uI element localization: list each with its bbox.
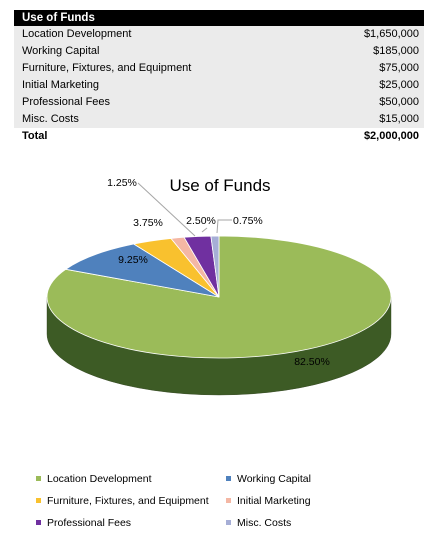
row-amount: $25,000: [379, 79, 419, 91]
leader-line-initial-marketing: [137, 182, 196, 237]
row-amount: $1,650,000: [363, 28, 419, 40]
table-row: Initial Marketing $25,000: [14, 77, 424, 94]
row-amount: $75,000: [379, 62, 419, 74]
table-row: Location Development $1,650,000: [14, 26, 424, 43]
row-label: Working Capital: [22, 45, 100, 57]
row-label: Furniture, Fixtures, and Equipment: [22, 62, 192, 74]
legend-label: Initial Marketing: [237, 495, 311, 507]
data-label-working-capital: 9.25%: [118, 254, 148, 266]
row-amount: $50,000: [379, 96, 419, 108]
data-labels: 82.50% 9.25% 3.75% 1.25% 2.50% 0.75%: [107, 177, 330, 368]
table-row: Professional Fees $50,000: [14, 94, 424, 111]
legend-item: Furniture, Fixtures, and Equipment: [36, 494, 209, 508]
legend-item: Professional Fees: [36, 516, 131, 530]
table-total-row: Total $2,000,000: [14, 128, 424, 145]
legend-label: Working Capital: [237, 473, 311, 485]
data-label-furniture-fixtures-and-equipment: 3.75%: [133, 217, 163, 229]
legend-swatch: [36, 497, 41, 503]
leader-line-professional-fees: [201, 227, 208, 233]
legend-item: Working Capital: [226, 472, 311, 486]
legend-label: Furniture, Fixtures, and Equipment: [47, 495, 209, 507]
legend-item: Location Development: [36, 472, 151, 486]
table-body: Location Development $1,650,000 Working …: [14, 26, 424, 128]
legend-swatch: [226, 475, 231, 481]
legend-item: Misc. Costs: [226, 516, 291, 530]
chart-title: Use of Funds: [169, 176, 270, 195]
use-of-funds-table: Use of Funds Location Development $1,650…: [14, 10, 424, 145]
legend-swatch: [226, 519, 231, 525]
legend-label: Location Development: [47, 473, 152, 485]
row-amount: $15,000: [379, 113, 419, 125]
total-amount: $2,000,000: [363, 130, 419, 142]
pie-slice-working-capital: [64, 243, 220, 298]
data-label-initial-marketing: 1.25%: [107, 177, 137, 189]
row-label: Professional Fees: [22, 96, 111, 108]
leader-lines: [137, 182, 232, 237]
table-row: Misc. Costs $15,000: [14, 111, 424, 128]
legend-item: Initial Marketing: [226, 494, 311, 508]
data-label-location-development: 82.50%: [294, 356, 330, 368]
row-label: Location Development: [22, 28, 132, 40]
pie-slices: [46, 235, 392, 396]
data-label-misc-costs: 0.75%: [233, 215, 263, 227]
table-row: Working Capital $185,000: [14, 43, 424, 60]
row-label: Initial Marketing: [22, 79, 100, 91]
pie-chart: Use of Funds 82.50% 9.25% 3.75% 1.25% 2.50% 0…: [46, 176, 392, 396]
row-label: Misc. Costs: [22, 113, 79, 125]
total-label: Total: [22, 130, 48, 142]
pie-slice-misc-costs: [210, 235, 220, 298]
table-header: Use of Funds: [14, 10, 424, 26]
leader-line-misc-costs: [216, 219, 232, 234]
data-label-professional-fees: 2.50%: [186, 215, 216, 227]
row-amount: $185,000: [373, 45, 419, 57]
legend-swatch: [36, 519, 41, 525]
legend-swatch: [36, 475, 41, 481]
legend-label: Misc. Costs: [237, 517, 292, 529]
legend-swatch: [226, 497, 231, 503]
table-row: Furniture, Fixtures, and Equipment $75,0…: [14, 60, 424, 77]
legend-label: Professional Fees: [47, 517, 132, 529]
